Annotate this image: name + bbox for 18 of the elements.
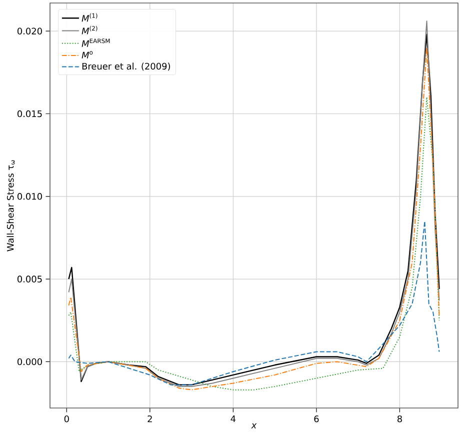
- y-tick-label: 0.000: [17, 358, 42, 366]
- y-axis-title: Wall-Shear Stress τ$_{ω}$: [6, 160, 15, 252]
- y-tick-label: 0.015: [17, 110, 42, 118]
- legend-label: Breuer et al. (2009): [82, 62, 170, 71]
- x-tick-label: 0: [64, 415, 69, 422]
- legend-label: M$^{EARSM}$: [82, 38, 110, 47]
- line-series: [68, 220, 440, 386]
- x-axis-title: x: [251, 423, 257, 428]
- y-tick-label: 0.005: [17, 276, 42, 282]
- x-tick-label: 2: [148, 415, 152, 422]
- legend-label: M$^{o}$: [82, 51, 93, 58]
- y-tick-label: 0.020: [17, 28, 42, 34]
- y-tick-label: 0.010: [17, 193, 42, 200]
- legend-label: M$^{(2)}$: [82, 26, 98, 34]
- x-tick-label: 4: [230, 415, 236, 422]
- x-tick-label: 6: [314, 415, 319, 422]
- x-tick-label: 8: [397, 415, 402, 422]
- legend-label: M$^{(1)}$: [82, 13, 98, 22]
